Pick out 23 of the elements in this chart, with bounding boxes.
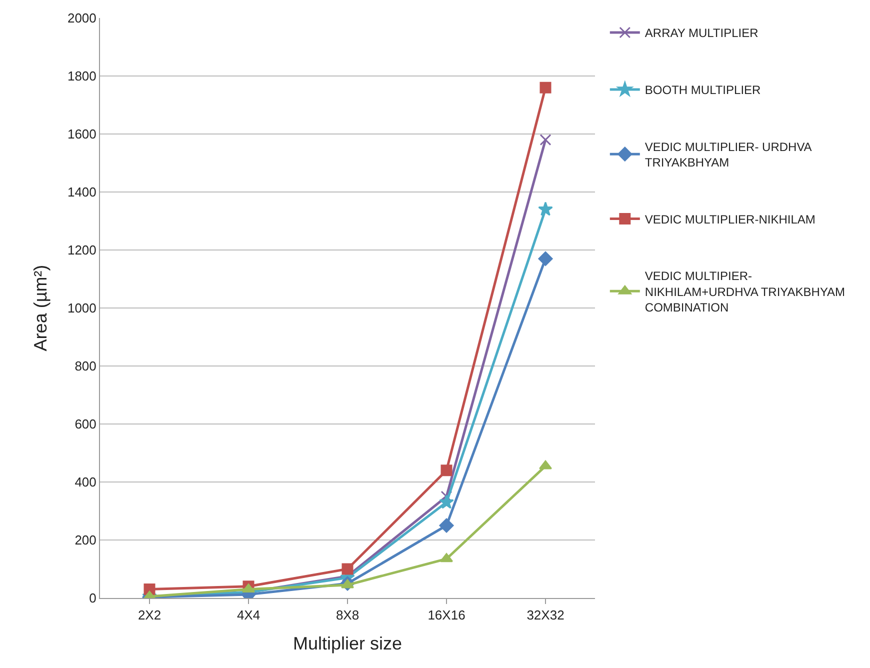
y-tick-label: 1800 [67, 68, 96, 84]
y-tick-label: 0 [89, 590, 96, 606]
y-tick-label: 400 [74, 474, 96, 490]
x-tick-label: 32X32 [526, 608, 564, 623]
x-tick-label: 16X16 [428, 608, 466, 623]
x-tick-label: 4X4 [236, 608, 260, 623]
y-tick-label: 1400 [67, 184, 96, 200]
y-axis-title: Area (µm²) [30, 264, 51, 352]
y-tick-label: 600 [74, 416, 96, 432]
legend-label: VEDIC MULTIPIER- NIKHILAM+URDHVA TRIYAKBHYAM COMBINATION [644, 269, 846, 314]
y-tick-label: 1000 [67, 300, 96, 316]
x-axis-title: Multiplier size [292, 634, 402, 654]
legend-label: VEDIC MULTIPLIER- URDHVA TRIYAKBHYAM [644, 140, 812, 170]
legend-label: VEDIC MULTIPLIER-NIKHILAM [644, 212, 816, 226]
y-tick-label: 800 [74, 358, 96, 374]
y-tick-label: 200 [74, 532, 96, 548]
y-tick-label: 2000 [67, 10, 96, 26]
y-tick-label: 1200 [67, 242, 96, 258]
x-tick-label: 2X2 [138, 608, 162, 623]
x-tick-label: 8X8 [336, 608, 360, 623]
legend-label: ARRAY MULTIPLIER [644, 26, 759, 40]
y-tick-label: 1600 [67, 126, 96, 142]
legend-label: BOOTH MULTIPLIER [644, 83, 762, 98]
